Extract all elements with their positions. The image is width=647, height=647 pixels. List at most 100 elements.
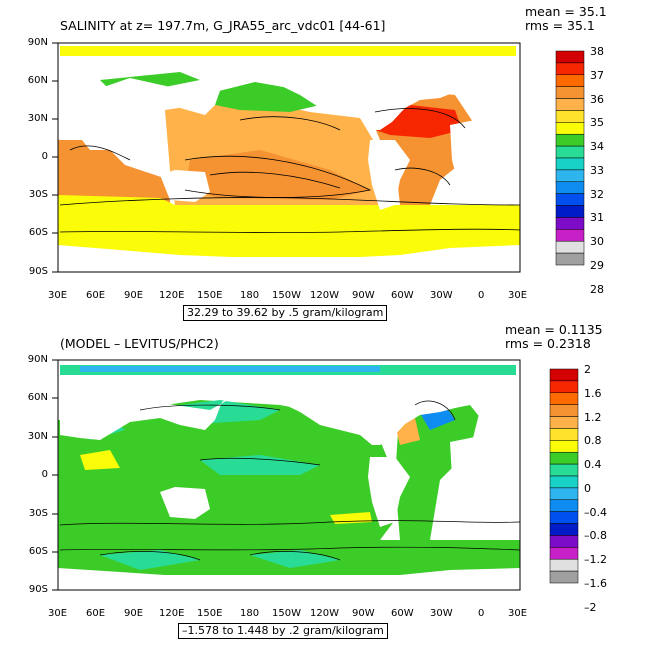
salinity-map — [58, 43, 520, 272]
colorbar-swatch — [555, 217, 585, 230]
difference-map — [58, 360, 520, 590]
colorbar-swatch — [549, 368, 579, 382]
x-label: 180 — [240, 608, 260, 619]
colorbar-label: 2 — [584, 363, 591, 376]
y-label: 30S — [28, 189, 48, 200]
colorbar-swatch — [555, 74, 585, 87]
x-label: 90E — [124, 608, 144, 619]
colorbar-swatch — [549, 392, 579, 405]
x-label: 30E — [48, 608, 68, 619]
y-label: 90S — [28, 266, 48, 277]
colorbar-swatch — [555, 86, 585, 99]
colorbar-swatch — [549, 416, 579, 429]
colorbar-swatch — [555, 193, 585, 206]
colorbar-swatch — [549, 428, 579, 441]
x-label: 150W — [272, 608, 301, 619]
colorbar-swatch — [549, 463, 579, 477]
colorbar-swatch — [549, 535, 579, 548]
colorbar-salinity — [555, 50, 585, 266]
colorbar-swatch — [555, 240, 585, 254]
colorbar-label: 37 — [590, 68, 604, 82]
colorbar-label: 29 — [590, 259, 604, 272]
colorbar-label: –1.2 — [584, 553, 607, 567]
x-label: 120E — [159, 608, 185, 619]
panel2-mean: mean = 0.1135 — [505, 322, 603, 337]
colorbar-swatch — [549, 523, 579, 536]
panel1-mean: mean = 35.1 — [525, 4, 607, 19]
colorbar-label: 0.8 — [584, 434, 602, 448]
colorbar-label: 36 — [590, 92, 604, 106]
x-label: 0 — [478, 608, 485, 619]
panel2-rms: rms = 0.2318 — [505, 336, 591, 351]
x-label: 0 — [478, 290, 485, 301]
colorbar-label: –0.4 — [584, 505, 607, 519]
colorbar-swatch — [555, 229, 585, 242]
x-label: 120E — [159, 290, 185, 301]
x-label: 30E — [508, 290, 528, 301]
panel2-range-box: –1.578 to 1.448 by .2 gram/kilogram — [178, 623, 388, 640]
axis-ticks-top — [52, 42, 58, 591]
colorbar-label: 30 — [590, 235, 604, 249]
y-label: 60S — [28, 546, 48, 557]
colorbar-swatch — [555, 205, 585, 218]
y-label: 90N — [27, 354, 48, 365]
x-label: 150W — [272, 290, 301, 301]
colorbar-swatch — [555, 50, 585, 64]
colorbar-swatch — [549, 558, 579, 572]
x-label: 30E — [48, 290, 68, 301]
x-label: 30E — [508, 608, 528, 619]
x-label: 90E — [124, 290, 144, 301]
panel2-title: (MODEL – LEVITUS/PHC2) — [60, 336, 219, 351]
colorbar-swatch — [555, 133, 585, 147]
colorbar-label: 1.6 — [584, 386, 602, 400]
colorbar-difference — [549, 368, 579, 584]
colorbar-label: 34 — [590, 140, 604, 154]
colorbar-label: 1.2 — [584, 410, 602, 424]
colorbar-label: –0.8 — [584, 529, 607, 543]
colorbar-label: –1.6 — [584, 577, 607, 590]
x-label: 180 — [240, 290, 260, 301]
colorbar-swatch — [555, 181, 585, 194]
colorbar-swatch — [549, 451, 579, 465]
colorbar-swatch — [549, 487, 579, 501]
colorbar-swatch — [555, 252, 585, 266]
colorbar-swatch — [555, 145, 585, 159]
colorbar-swatch — [549, 440, 579, 453]
x-label: 60E — [86, 608, 106, 619]
y-label: 30N — [27, 113, 48, 124]
colorbar-swatch — [549, 570, 579, 584]
x-label: 30W — [430, 290, 453, 301]
colorbar-label: 33 — [590, 163, 604, 177]
x-label: 60W — [391, 608, 414, 619]
y-label: 60N — [27, 392, 48, 403]
panel1-title: SALINITY at z= 197.7m, G_JRA55_arc_vdc01… — [60, 18, 386, 33]
colorbar-label: 0 — [584, 481, 591, 495]
colorbar-swatch — [549, 547, 579, 560]
colorbar-swatch — [555, 62, 585, 76]
colorbar-label: –2 — [584, 600, 597, 614]
y-label: 60N — [27, 75, 48, 86]
x-label: 90W — [352, 290, 375, 301]
y-label: 30S — [28, 508, 48, 519]
colorbar-label: 35 — [590, 116, 604, 130]
colorbar-swatch — [549, 380, 579, 394]
x-label: 90W — [352, 608, 375, 619]
y-label: 90N — [27, 37, 48, 48]
y-label: 90S — [28, 584, 48, 595]
y-label: 60S — [28, 227, 48, 238]
x-label: 60E — [86, 290, 106, 301]
panel1-rms: rms = 35.1 — [525, 18, 595, 33]
panel1-range-box: 32.29 to 39.62 by .5 gram/kilogram — [183, 305, 388, 322]
colorbar-swatch — [549, 404, 579, 417]
x-label: 150E — [197, 290, 223, 301]
colorbar-swatch — [549, 475, 579, 489]
y-label: 0 — [41, 151, 48, 162]
colorbar-label: 38 — [590, 45, 604, 58]
x-label: 30W — [430, 608, 453, 619]
colorbar-swatch — [555, 98, 585, 111]
x-label: 120W — [310, 608, 339, 619]
y-label: 0 — [41, 469, 48, 480]
x-label: 60W — [391, 290, 414, 301]
colorbar-label: 32 — [590, 187, 604, 201]
colorbar-label: 0.4 — [584, 458, 602, 472]
